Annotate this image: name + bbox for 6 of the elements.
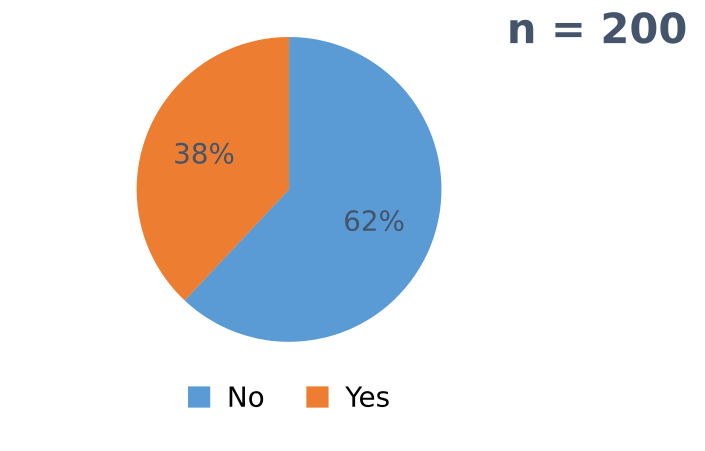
pie-slice <box>136 37 290 301</box>
legend-label: No <box>230 386 264 408</box>
legend-label: Yes <box>345 386 389 408</box>
data-label: 62% <box>345 210 404 232</box>
data-label: 38% <box>175 142 234 164</box>
text: n = 200 <box>510 12 686 44</box>
